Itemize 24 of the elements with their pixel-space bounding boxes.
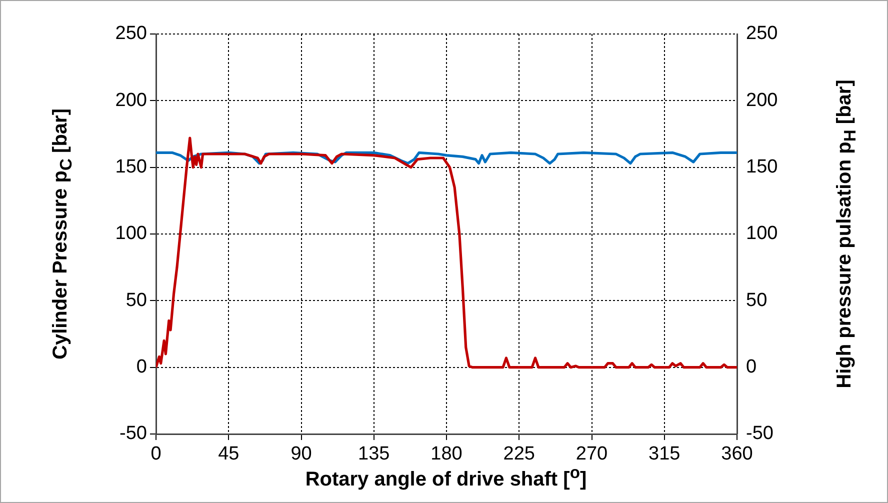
x-tick-label: 180 <box>430 444 462 465</box>
x-axis-title: Rotary angle of drive shaft [$^{o}$] <box>305 463 587 492</box>
x-tick-label: 0 <box>150 444 162 465</box>
y-tick-label: 50 <box>126 290 147 311</box>
x-tick-label: 135 <box>358 444 390 465</box>
x-tick-label: 270 <box>576 444 608 465</box>
y2-tick-label: 100 <box>746 223 778 244</box>
x-tick-label: 45 <box>218 444 240 465</box>
y2-tick-label: 0 <box>746 356 757 378</box>
x-tick-label: 360 <box>721 444 753 465</box>
y2-tick-label: 150 <box>746 156 778 178</box>
y-tick-label: -50 <box>120 423 147 444</box>
y-tick-label: 0 <box>136 356 147 378</box>
x-tick-label: 225 <box>503 444 535 465</box>
y-tick-label: 200 <box>115 90 147 111</box>
x-tick-label: 315 <box>648 444 680 465</box>
y2-tick-label: -50 <box>746 423 774 444</box>
y2-tick-label: 50 <box>746 290 768 311</box>
y2-tick-label: 200 <box>746 90 778 111</box>
y-tick-label: 100 <box>115 223 147 244</box>
y2-tick-label: 250 <box>746 23 778 44</box>
x-tick-label: 90 <box>290 444 312 465</box>
y-tick-label: 250 <box>115 23 147 44</box>
y-tick-label: 150 <box>115 156 147 178</box>
